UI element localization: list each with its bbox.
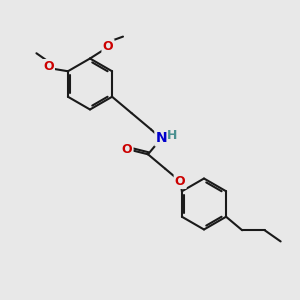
Text: O: O (103, 40, 113, 53)
Text: O: O (43, 60, 54, 73)
Text: O: O (175, 175, 185, 188)
Text: N: N (156, 131, 167, 145)
Text: H: H (167, 129, 177, 142)
Text: O: O (122, 143, 132, 156)
